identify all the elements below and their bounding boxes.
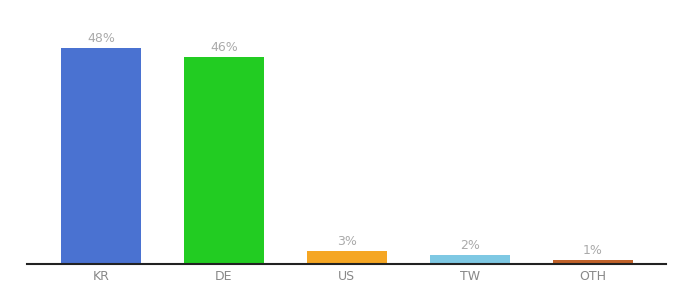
Bar	[184, 57, 264, 264]
Bar	[553, 260, 632, 264]
Text: 2%: 2%	[460, 239, 479, 252]
Text: 46%: 46%	[210, 41, 238, 54]
Bar	[61, 48, 141, 264]
Text: 3%: 3%	[337, 235, 357, 248]
Text: 48%: 48%	[87, 32, 115, 45]
Text: 1%: 1%	[583, 244, 602, 257]
Bar	[430, 255, 510, 264]
Bar	[307, 250, 387, 264]
